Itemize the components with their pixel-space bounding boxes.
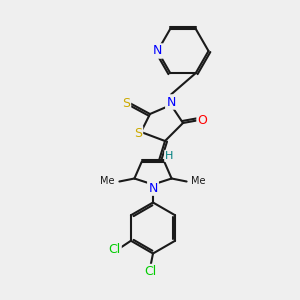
Text: H: H [165,151,174,161]
Text: S: S [122,97,130,110]
Text: Me: Me [100,176,115,187]
Text: Me: Me [191,176,206,187]
Text: N: N [153,44,162,58]
Text: N: N [148,182,158,195]
Text: Cl: Cl [144,265,156,278]
Text: N: N [166,95,176,109]
Text: Cl: Cl [108,243,121,256]
Text: O: O [198,113,207,127]
Text: S: S [134,127,142,140]
